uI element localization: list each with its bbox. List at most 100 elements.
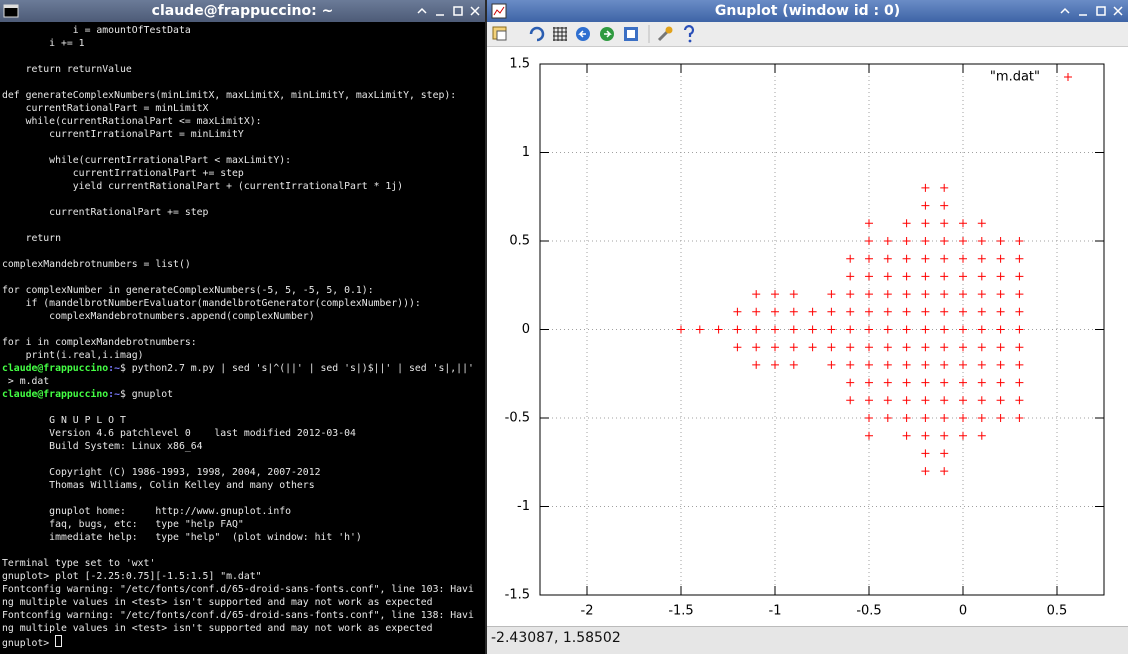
terminal-line: Thomas Williams, Colin Kelley and many o… xyxy=(2,480,315,491)
y-tick-label: -0.5 xyxy=(505,411,530,426)
data-point xyxy=(921,290,930,299)
terminal-line: i = amountOfTestData xyxy=(2,25,191,36)
data-point xyxy=(789,343,798,352)
terminal-line: complexMandebrotnumbers = list() xyxy=(2,259,191,270)
prev-zoom-button[interactable] xyxy=(576,27,590,41)
data-point xyxy=(959,360,967,369)
data-point xyxy=(883,414,892,422)
terminal-line xyxy=(2,76,485,89)
data-point xyxy=(865,378,873,387)
data-point xyxy=(865,219,873,228)
terminal-line: currentRationalPart += step xyxy=(2,207,209,218)
data-point xyxy=(902,237,911,245)
terminal-line xyxy=(2,193,485,206)
data-point xyxy=(921,237,930,245)
data-point xyxy=(902,396,911,405)
terminal-line: return returnValue xyxy=(2,64,132,75)
data-point xyxy=(940,201,949,210)
data-point xyxy=(1015,360,1024,369)
data-point xyxy=(921,378,930,387)
data-point xyxy=(827,343,836,352)
data-point xyxy=(977,431,986,440)
data-point xyxy=(921,431,930,440)
data-point xyxy=(865,414,873,422)
next-zoom-button[interactable] xyxy=(600,27,614,41)
terminal-line: currentIrrationalPart = minLimitY xyxy=(2,129,244,140)
data-point xyxy=(977,414,986,422)
data-point xyxy=(1015,254,1024,263)
data-point xyxy=(789,325,798,334)
data-point xyxy=(865,290,873,299)
terminal-line: if (mandelbrotNumberEvaluator(mandelbrot… xyxy=(2,298,421,309)
terminal-line: gnuplot> xyxy=(2,635,485,649)
data-point xyxy=(940,431,949,440)
terminal-line: while(currentRationalPart <= maxLimitX): xyxy=(2,116,262,127)
window-title: Gnuplot (window id : 0) xyxy=(714,3,901,19)
data-point xyxy=(921,467,930,476)
grid-button[interactable] xyxy=(553,27,567,41)
data-point xyxy=(902,219,911,228)
window-buttons[interactable] xyxy=(415,4,481,18)
x-tick-label: 0.5 xyxy=(1047,604,1068,619)
data-point xyxy=(733,307,742,316)
help-button[interactable] xyxy=(683,25,695,43)
data-point xyxy=(959,290,967,299)
terminal-line: Build System: Linux x86_64 xyxy=(2,441,203,452)
data-point xyxy=(940,414,949,422)
data-point xyxy=(921,219,930,228)
data-point xyxy=(883,360,892,369)
title-bar: claude@frappuccino: ~ xyxy=(0,0,485,22)
data-point xyxy=(959,414,967,422)
data-point xyxy=(865,272,873,281)
copy-button[interactable] xyxy=(492,26,507,41)
data-point xyxy=(921,307,930,316)
data-point xyxy=(996,378,1005,387)
x-tick-label: -0.5 xyxy=(856,604,881,619)
replot-button[interactable] xyxy=(529,26,545,42)
terminal-line: > m.dat xyxy=(2,376,50,387)
data-point xyxy=(996,290,1005,299)
data-point xyxy=(940,254,949,263)
config-button[interactable] xyxy=(657,26,673,42)
terminal-line: faq, bugs, etc: type "help FAQ" xyxy=(2,519,244,530)
data-point xyxy=(959,254,967,263)
title-bar: Gnuplot (window id : 0) xyxy=(487,0,1128,22)
data-point xyxy=(846,378,855,387)
terminal-line: Terminal type set to 'wxt' xyxy=(2,558,156,569)
terminal-line: def generateComplexNumbers(minLimitX, ma… xyxy=(2,90,457,101)
data-point xyxy=(1015,290,1024,299)
terminal-line xyxy=(2,245,485,258)
data-point xyxy=(977,360,986,369)
data-point xyxy=(902,254,911,263)
terminal-line: for i in complexMandebrotnumbers: xyxy=(2,337,197,348)
prompt-command: $ python2.7 m.py | sed 's|^(||' | sed 's… xyxy=(119,363,474,374)
data-point xyxy=(902,290,911,299)
data-point xyxy=(959,325,967,334)
data-point xyxy=(771,307,779,316)
window-icon xyxy=(3,4,19,18)
data-point xyxy=(940,237,949,245)
terminal-line: print(i.real,i.imag) xyxy=(2,350,144,361)
terminal-line: gnuplot home: http://www.gnuplot.info xyxy=(2,506,292,517)
data-point xyxy=(752,307,761,316)
window-buttons[interactable] xyxy=(1058,4,1124,18)
data-point xyxy=(752,360,761,369)
data-point xyxy=(977,254,986,263)
gnuplot-window: Gnuplot (window id : 0) -2 -1.5 -1 -0.5 0 0.5… xyxy=(487,0,1128,654)
terminal-window: claude@frappuccino: ~ i = amountOfTestDa… xyxy=(0,0,485,654)
data-point xyxy=(959,272,967,281)
x-tick-label: -1 xyxy=(769,604,782,619)
prompt-user: claude@frappuccino xyxy=(2,389,109,400)
data-point xyxy=(959,343,967,352)
data-point xyxy=(921,183,930,192)
terminal-line xyxy=(2,50,485,63)
autoscale-button[interactable] xyxy=(624,27,638,41)
toolbar xyxy=(487,22,1128,47)
data-point xyxy=(940,343,949,352)
data-point xyxy=(902,360,911,369)
data-point xyxy=(883,290,892,299)
data-point xyxy=(865,343,873,352)
data-point xyxy=(902,307,911,316)
y-tick-label: 1.5 xyxy=(509,57,530,72)
